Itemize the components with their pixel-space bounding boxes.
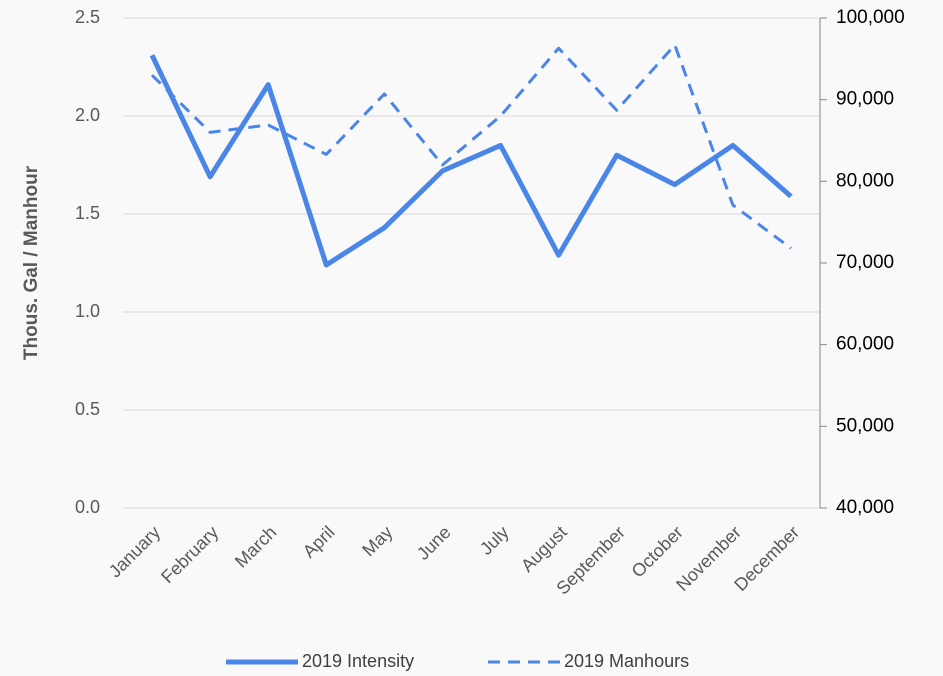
y-tick-label: 1.0 [75, 301, 100, 321]
y2-tick-label: 100,000 [836, 7, 905, 28]
y-tick-label: 1.5 [75, 203, 100, 223]
y2-tick-label: 60,000 [836, 334, 894, 355]
x-tick-label: August [517, 522, 571, 576]
y-tick-label: 2.5 [75, 7, 100, 27]
y-tick-label: 0.0 [75, 497, 100, 517]
x-tick-label: July [476, 522, 513, 559]
x-tick-label: June [413, 522, 455, 564]
series-line [149, 54, 793, 268]
x-tick-label: October [628, 522, 687, 581]
y2-tick-label: 90,000 [836, 89, 894, 110]
y2-tick-label: 70,000 [836, 252, 894, 273]
y-axis-label: Thous. Gal / Manhour [21, 165, 42, 360]
x-tick-label: February [157, 522, 222, 587]
x-tick-label: May [358, 522, 396, 560]
y-tick-label: 2.0 [75, 105, 100, 125]
series-line [150, 43, 792, 250]
legend-label: 2019 Intensity [302, 651, 414, 671]
y2-tick-label: 80,000 [836, 170, 894, 191]
legend-label: 2019 Manhours [564, 651, 689, 671]
y2-tick-label: 50,000 [836, 415, 894, 436]
x-tick-label: January [105, 522, 164, 581]
x-tick-label: April [299, 522, 339, 562]
y-tick-label: 0.5 [75, 399, 100, 419]
y2-tick-label: 40,000 [836, 497, 894, 518]
x-tick-label: March [231, 522, 281, 572]
